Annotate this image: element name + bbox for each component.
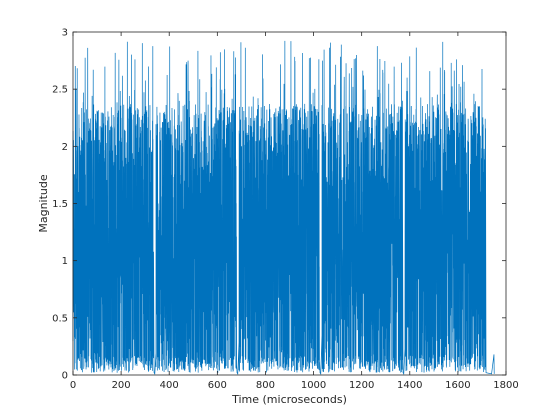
y-axis-label: Magnitude <box>37 174 50 233</box>
x-tick-label: 400 <box>160 380 179 391</box>
series-line <box>72 40 495 376</box>
x-tick-label: 1200 <box>349 380 374 391</box>
x-tick-label: 1600 <box>445 380 470 391</box>
series-layer <box>72 40 495 376</box>
x-tick-label: 800 <box>256 380 275 391</box>
y-tick-label: 0.5 <box>52 313 68 324</box>
y-tick-label: 1 <box>62 256 68 267</box>
y-axis: 0 0.5 1 1.5 2 2.5 3 <box>52 28 506 382</box>
y-tick-label: 0 <box>62 371 68 382</box>
y-tick-label: 1.5 <box>52 199 68 210</box>
x-axis: 0 200 400 600 800 1000 1200 1400 1600 1800 <box>70 32 519 391</box>
y-tick-label: 3 <box>62 28 68 39</box>
x-tick-label: 600 <box>208 380 227 391</box>
y-tick-label: 2 <box>62 142 68 153</box>
x-tick-label: 1000 <box>301 380 326 391</box>
x-tick-label: 1400 <box>397 380 422 391</box>
x-tick-label: 1800 <box>493 380 518 391</box>
x-tick-label: 0 <box>70 380 76 391</box>
x-tick-label: 200 <box>112 380 131 391</box>
y-tick-label: 2.5 <box>52 85 68 96</box>
x-axis-label: Time (microseconds) <box>231 393 347 406</box>
